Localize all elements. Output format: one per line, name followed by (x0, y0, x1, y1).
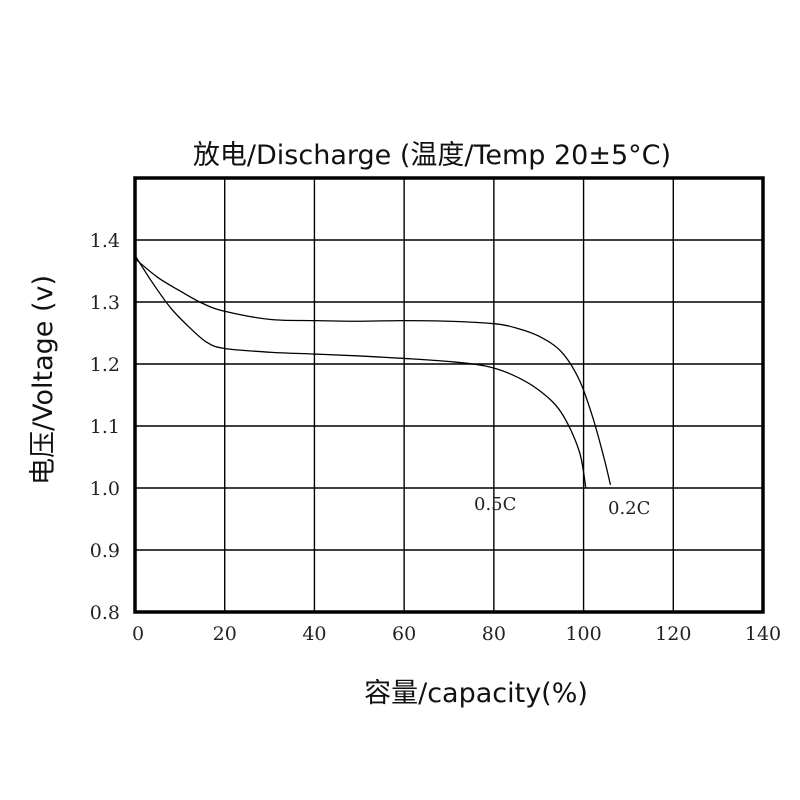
x-tick-label: 80 (482, 623, 506, 645)
chart-title: 放电/Discharge (温度/Temp 20±5°C) (193, 140, 671, 171)
grid (135, 178, 763, 612)
y-axis-label: 电压/Voltage (v) (28, 275, 59, 485)
x-axis-label: 容量/capacity(%) (364, 678, 588, 709)
x-tick-label: 120 (655, 623, 691, 645)
y-tick-label: 0.8 (90, 602, 120, 624)
y-tick-label: 1.2 (90, 354, 120, 376)
y-tick-label: 1.1 (90, 416, 120, 438)
x-tick-label: 140 (745, 623, 781, 645)
curve-0-5c (134, 255, 587, 489)
curve-label-0-5c: 0.5C (474, 494, 516, 515)
x-tick-label: 0 (132, 623, 144, 645)
curves (134, 255, 612, 489)
x-tick-label: 20 (213, 623, 237, 645)
x-tick-label: 40 (302, 623, 326, 645)
curve-0-2c (134, 258, 612, 486)
curve-labels: 0.5C 0.2C (474, 494, 650, 519)
y-tick-label: 1.4 (90, 230, 120, 252)
tick-labels: 0.8 0.9 1.0 1.1 1.2 1.3 1.4 0 20 40 60 80 100 120 140 (90, 230, 781, 645)
y-tick-label: 1.3 (90, 292, 120, 314)
curve-label-0-2c: 0.2C (608, 498, 650, 519)
y-tick-label: 0.9 (90, 540, 120, 562)
x-tick-label: 100 (565, 623, 601, 645)
x-tick-label: 60 (392, 623, 416, 645)
plot-frame (133, 176, 765, 614)
y-tick-label: 1.0 (90, 478, 120, 500)
